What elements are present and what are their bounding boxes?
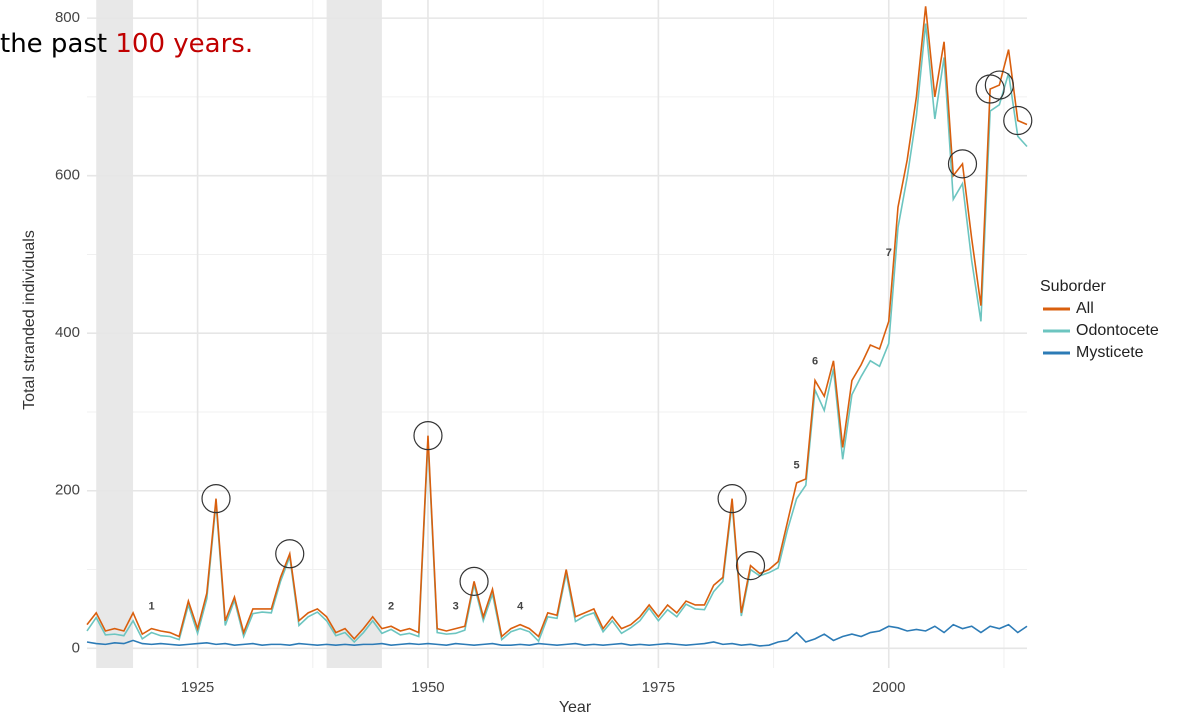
background-layer <box>87 0 1027 668</box>
annotation: 1 <box>148 600 154 612</box>
x-tick-label: 2000 <box>872 679 905 696</box>
highlight-circle <box>201 484 231 514</box>
annotation: 5 <box>794 459 800 471</box>
y-tick-label: 800 <box>55 9 80 26</box>
highlight-circle <box>1003 105 1033 136</box>
heading: the past 100 years. <box>0 29 253 59</box>
highlight-circle <box>413 421 443 451</box>
highlight-circle <box>275 539 305 569</box>
x-tick-label: 1950 <box>411 679 444 696</box>
annotation: 3 <box>453 600 459 612</box>
highlight-circle <box>984 70 1014 100</box>
highlight-circle <box>459 566 489 596</box>
y-tick-label: 600 <box>55 167 80 184</box>
series-line <box>86 6 1028 641</box>
heading-part: the past <box>0 29 115 59</box>
y-tick-label: 200 <box>55 482 80 499</box>
heading-part: 100 years. <box>115 29 253 59</box>
x-axis-label: Year <box>559 699 592 716</box>
legend-label: Odontocete <box>1076 322 1159 339</box>
annotation: 7 <box>886 247 892 259</box>
y-tick-label: 400 <box>55 324 80 341</box>
series-line <box>86 23 1028 644</box>
series-line <box>86 623 1028 647</box>
x-tick-label: 1975 <box>642 679 675 696</box>
legend-title: Suborder <box>1040 278 1106 295</box>
annotation: 6 <box>812 355 818 367</box>
legend-label: Mysticete <box>1076 344 1144 361</box>
annotation: 2 <box>388 600 394 612</box>
highlight-circle <box>735 550 766 581</box>
x-tick-label: 1925 <box>181 679 214 696</box>
highlight-circle <box>717 484 747 514</box>
annotation: 4 <box>517 600 524 612</box>
legend-label: All <box>1076 300 1094 317</box>
highlight-circle <box>947 149 978 179</box>
y-axis-label: Total stranded individuals <box>21 230 38 410</box>
y-tick-label: 0 <box>72 639 80 656</box>
